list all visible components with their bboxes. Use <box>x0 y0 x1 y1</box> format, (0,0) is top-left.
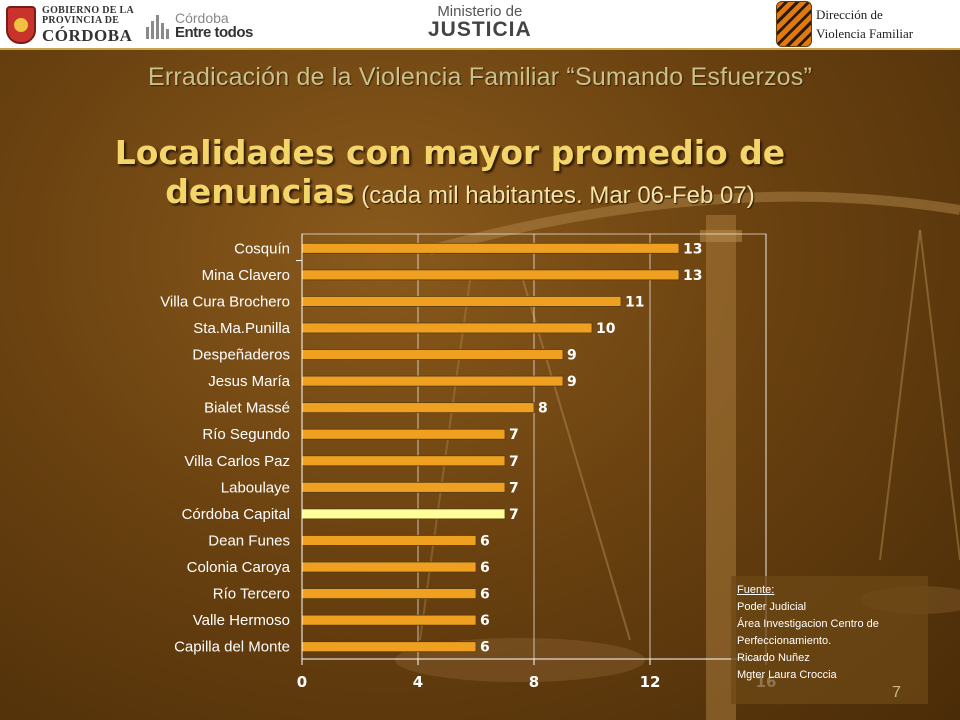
bar <box>301 242 680 254</box>
gobierno-line2: PROVINCIA DE <box>42 15 120 26</box>
category-label: Córdoba Capital <box>182 506 290 523</box>
source-box: Fuente: Poder Judicial Área Investigacio… <box>731 576 928 704</box>
source-heading: Fuente: <box>737 584 775 596</box>
value-label: 13 <box>683 268 702 284</box>
category-label: Mina Clavero <box>202 267 290 284</box>
slide-number: 7 <box>892 684 901 701</box>
category-label: Cosquín <box>234 240 290 257</box>
bar <box>301 641 477 653</box>
category-label: Jesus María <box>208 373 290 390</box>
category-label: Villa Carlos Paz <box>184 453 290 470</box>
value-label: 6 <box>480 640 490 656</box>
bar <box>301 349 564 360</box>
cordoba-line1: Córdoba <box>175 9 229 26</box>
direccion-violencia-logo: Dirección de Violencia Familiar <box>776 0 913 48</box>
value-label: 6 <box>480 533 490 549</box>
cordoba-line2: Entre todos <box>175 23 253 41</box>
x-tick-label: 8 <box>529 673 539 691</box>
category-label: Dean Funes <box>208 532 290 549</box>
slide-title: Localidades con mayor promedio de denunc… <box>0 132 960 213</box>
category-label: Despeñaderos <box>192 347 290 364</box>
category-label: Valle Hermoso <box>193 612 290 629</box>
title-line2-strong: denuncias <box>165 172 355 212</box>
x-tick-label: 12 <box>640 673 661 691</box>
value-label: 11 <box>625 294 644 310</box>
bar <box>301 402 535 414</box>
value-label: 10 <box>596 321 616 337</box>
bar <box>301 428 506 440</box>
source-line: Poder Judicial <box>737 601 807 613</box>
value-label: 7 <box>509 427 519 443</box>
value-label: 6 <box>480 560 490 576</box>
category-label: Capilla del Monte <box>174 639 290 656</box>
tiger-icon <box>776 1 812 47</box>
title-line2-paren: (cada mil habitantes. Mar 06-Feb 07) <box>354 182 755 210</box>
value-label: 9 <box>567 348 577 364</box>
value-label: 7 <box>509 480 519 496</box>
coat-of-arms-icon <box>6 6 36 44</box>
bar <box>301 561 477 573</box>
header-bar: GOBIERNO DE LA PROVINCIA DE CÓRDOBA Córd… <box>0 0 960 50</box>
cordoba-entre-todos-logo: Córdoba Entre todos <box>146 4 253 46</box>
x-tick-label: 4 <box>413 673 423 691</box>
bar <box>301 535 477 546</box>
value-label: 7 <box>509 507 519 523</box>
category-label: Sta.Ma.Punilla <box>193 320 290 337</box>
bar <box>301 269 680 281</box>
bar <box>301 588 477 599</box>
ministerio-line2: JUSTICIA <box>428 18 532 42</box>
category-label: Colonia Caroya <box>187 559 291 576</box>
source-line: Área Investigacion Centro de <box>737 618 879 630</box>
category-label: Bialet Massé <box>204 400 290 417</box>
x-tick-label: 0 <box>297 673 307 691</box>
source-line: Perfeccionamiento. <box>737 635 832 647</box>
value-label: 13 <box>683 241 702 257</box>
title-line2: denuncias (cada mil habitantes. Mar 06-F… <box>0 171 960 212</box>
source-line: Ricardo Nuñez <box>737 652 810 664</box>
bar <box>301 614 477 626</box>
value-label: 9 <box>567 374 577 390</box>
direccion-line1: Dirección de <box>816 6 883 22</box>
bar <box>301 322 593 334</box>
value-label: 7 <box>509 454 519 470</box>
gobierno-line3: CÓRDOBA <box>42 26 133 45</box>
category-label: Villa Cura Brochero <box>160 293 290 310</box>
ministerio-justicia-logo: Ministerio de JUSTICIA <box>428 2 532 44</box>
direccion-line2: Violencia Familiar <box>816 26 914 41</box>
category-label: Laboulaye <box>221 479 290 496</box>
value-label: 8 <box>538 401 548 417</box>
bar <box>301 455 506 467</box>
ministerio-line1: Ministerio de <box>437 3 523 21</box>
category-label: Río Tercero <box>213 586 290 603</box>
bar <box>301 296 622 307</box>
bar <box>301 375 564 387</box>
value-label: 6 <box>480 613 490 629</box>
bars-icon <box>146 11 171 39</box>
category-label: Río Segundo <box>202 426 290 443</box>
gobierno-cordoba-logo: GOBIERNO DE LA PROVINCIA DE CÓRDOBA <box>6 4 134 46</box>
value-label: 6 <box>480 587 490 603</box>
bar <box>301 481 506 493</box>
gobierno-line1: GOBIERNO DE LA <box>42 5 134 16</box>
slide-subtitle: Erradicación de la Violencia Familiar “S… <box>147 63 812 91</box>
bar <box>301 508 506 520</box>
source-line: Mgter Laura Croccia <box>737 669 837 681</box>
title-line1: Localidades con mayor promedio de <box>114 133 786 172</box>
